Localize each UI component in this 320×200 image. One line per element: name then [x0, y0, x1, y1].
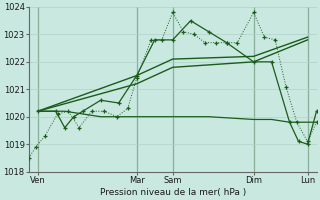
X-axis label: Pression niveau de la mer( hPa ): Pression niveau de la mer( hPa ): [100, 188, 246, 197]
